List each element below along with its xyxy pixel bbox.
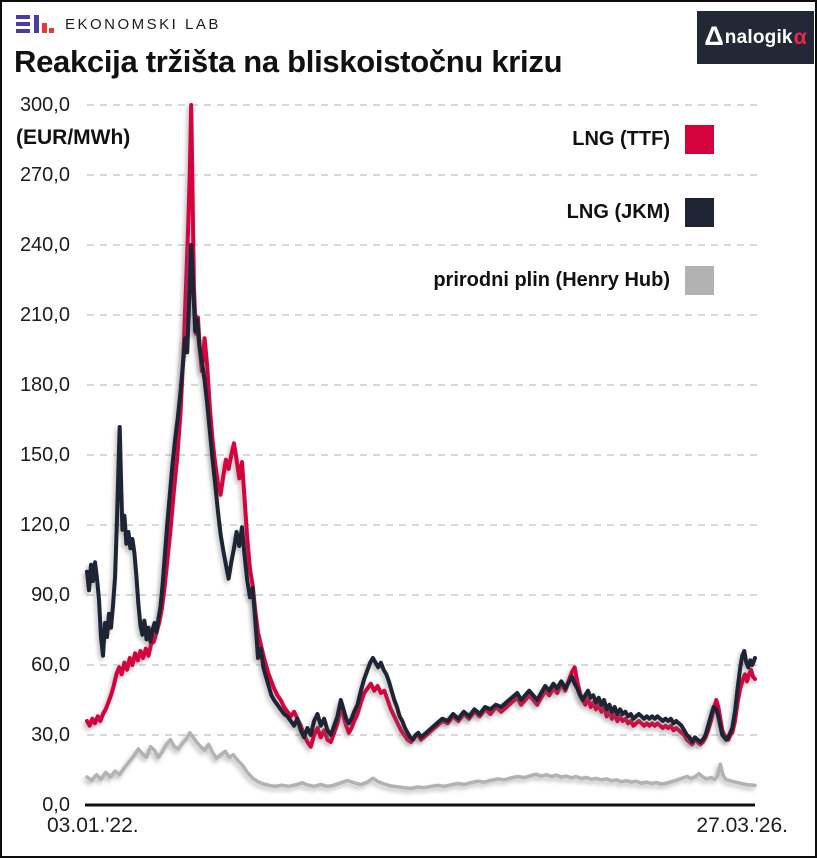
legend-item-lng-ttf: LNG (TTF) [572,125,714,154]
y-tick-label: 60,0 [31,654,70,676]
legend-label-lng-jkm: LNG (JKM) [566,201,670,223]
y-tick-label: 120,0 [19,514,70,536]
y-tick-label: 90,0 [31,584,70,606]
legend-item-lng-jkm: LNG (JKM) [567,198,714,227]
chart-title: Reakcija tržišta na bliskoistočnu krizu [14,44,563,79]
x-axis-label-start: 03.01.'22. [47,814,139,837]
legend-swatch-prirodni-plin-henry-hub [685,266,714,295]
analogika-delta-icon: Δ [704,21,724,51]
ekonomski-lab-brand: EKONOMSKI LAB [16,15,221,34]
analogika-alpha-icon: α [793,25,807,49]
y-tick-label: 210,0 [19,304,70,326]
y-tick-label: 270,0 [19,164,70,186]
legend-item-prirodni-plin-henry-hub: prirodni plin (Henry Hub) [433,266,714,295]
series-line-prirodni-plin-henry-hub [85,730,757,791]
y-tick-label: 180,0 [19,374,70,396]
series-line-lng-ttf [85,103,757,749]
y-tick-label: 240,0 [19,234,70,256]
ekonomski-lab-logo-icon [16,15,54,34]
x-axis-label-end: 27.03.'26. [696,814,788,837]
brand-name: EKONOMSKI LAB [65,16,221,33]
y-tick-label: 300,0 [19,94,70,116]
y-axis-unit-label: (EUR/MWh) [16,126,131,149]
y-tick-label: 30,0 [31,724,70,746]
legend-label-prirodni-plin-henry-hub: prirodni plin (Henry Hub) [433,269,670,291]
analogika-logo-text: nalogik [724,26,793,48]
legend-swatch-lng-ttf [685,125,714,154]
y-tick-label: 150,0 [19,444,70,466]
legend-swatch-lng-jkm [685,198,714,227]
y-tick-label: 0,0 [42,794,70,816]
legend-label-lng-ttf: LNG (TTF) [572,128,670,150]
series-line-lng-jkm [85,243,757,744]
